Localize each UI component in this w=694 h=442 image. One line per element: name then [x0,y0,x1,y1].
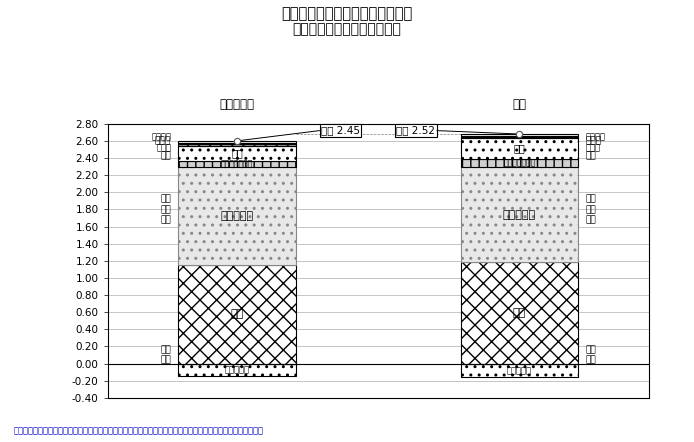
Text: 光熱・水道: 光熱・水道 [221,211,253,221]
Bar [178,265,296,363]
Text: 交通・通信: 交通・通信 [507,366,532,375]
Bar [178,146,296,160]
Text: 保健
医療: 保健 医療 [160,345,171,365]
Bar [178,363,296,377]
Text: 総合 2.45: 総合 2.45 [321,126,360,136]
Text: 総合指数の前年比に対する寄与度: 総合指数の前年比に対する寄与度 [281,7,413,22]
Text: 教養娯楽
・教育: 教養娯楽 ・教育 [151,133,171,152]
Text: 住居: 住居 [231,149,243,158]
Text: 食料: 食料 [230,309,244,319]
Text: 総合 2.52: 総合 2.52 [396,126,435,136]
Text: 交通・通信: 交通・通信 [225,366,250,374]
Text: 東京都区部: 東京都区部 [219,98,255,111]
Bar [461,263,578,363]
Bar [178,141,296,144]
Text: 家具・家事用品: 家具・家事用品 [221,160,253,168]
Bar [178,144,296,146]
Bar [461,167,578,263]
Text: 諸雑費: 諸雑費 [155,137,171,145]
Text: －東京都区部と全国の比較－: －東京都区部と全国の比較－ [293,22,401,36]
Bar [178,160,296,168]
Bar [178,168,296,265]
Bar [461,136,578,137]
Text: 光熱・水道: 光熱・水道 [503,210,536,220]
Bar [461,134,578,136]
Bar [461,137,578,138]
Text: 教育: 教育 [160,152,171,161]
Text: 住居: 住居 [514,144,525,153]
Text: 諸雑費: 諸雑費 [585,137,602,145]
Text: 保健
医療: 保健 医療 [585,345,596,365]
Text: 全国: 全国 [512,98,527,111]
Text: 注）　表示桁数未満を四捨五入しているため、総合指数の前年比と、各寄与度の合計は一致しない場合がある。: 注） 表示桁数未満を四捨五入しているため、総合指数の前年比と、各寄与度の合計は一… [14,427,264,435]
Text: 家具・家事用品: 家具・家事用品 [503,158,536,167]
Bar [461,159,578,167]
Text: 被服
及び
履物: 被服 及び 履物 [160,194,171,224]
Text: 食料: 食料 [513,308,526,318]
Text: 教養娯楽
・教育: 教養娯楽 ・教育 [585,133,605,152]
Bar [461,363,578,377]
Text: 被服
及び
履物: 被服 及び 履物 [585,194,596,224]
Text: 教育: 教育 [585,152,596,161]
Bar [461,138,578,159]
